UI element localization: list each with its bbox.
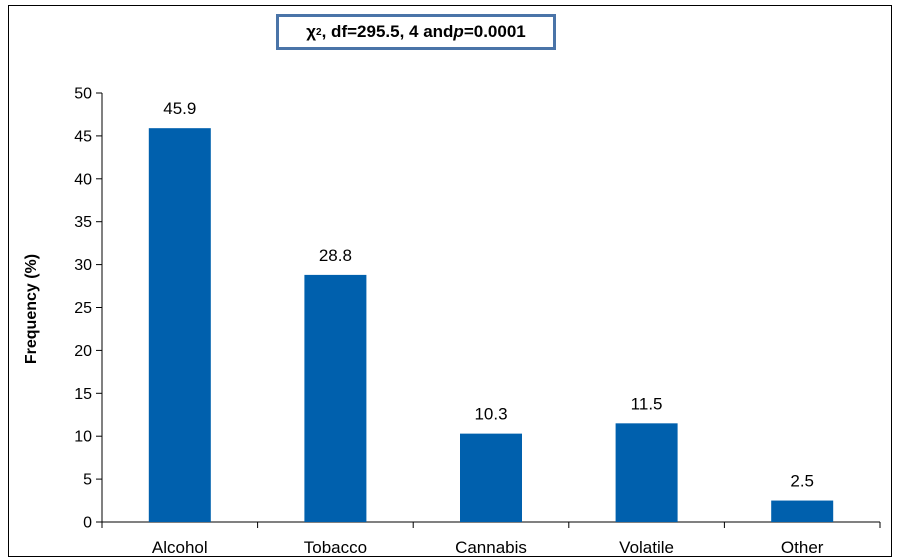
annotation-text-b: =0.0001 bbox=[463, 22, 526, 41]
x-tick-label-other: Other bbox=[781, 538, 824, 557]
data-label-alcohol: 45.9 bbox=[163, 99, 196, 118]
data-label-tobacco: 28.8 bbox=[319, 246, 352, 265]
data-label-other: 2.5 bbox=[790, 472, 814, 491]
x-tick-label-alcohol: Alcohol bbox=[152, 538, 208, 557]
y-tick-label: 5 bbox=[83, 472, 92, 489]
y-tick-label: 45 bbox=[74, 128, 92, 145]
y-tick-label: 40 bbox=[74, 171, 92, 188]
bar-other bbox=[771, 500, 834, 522]
bar-tobacco bbox=[304, 274, 367, 522]
y-tick-label: 15 bbox=[74, 386, 92, 403]
data-label-cannabis: 10.3 bbox=[474, 405, 507, 424]
y-tick-label: 0 bbox=[83, 515, 92, 532]
data-label-volatile: 11.5 bbox=[631, 394, 663, 413]
x-tick-label-cannabis: Cannabis bbox=[455, 538, 527, 557]
y-tick-label: 10 bbox=[74, 429, 92, 446]
y-tick-label: 35 bbox=[74, 214, 92, 231]
annotation-text-a: , df=295.5, 4 and bbox=[321, 22, 454, 41]
y-tick-label: 50 bbox=[74, 86, 92, 103]
bar-cannabis bbox=[460, 433, 522, 522]
x-tick-label-volatile: Volatile bbox=[619, 538, 674, 557]
bar-alcohol bbox=[148, 128, 211, 523]
chi-symbol: χ bbox=[306, 22, 317, 41]
chi-exponent: 2 bbox=[316, 26, 322, 38]
y-tick-label: 30 bbox=[74, 257, 92, 274]
y-tick-label: 25 bbox=[74, 300, 92, 317]
bar-volatile bbox=[615, 423, 678, 522]
x-tick-label-tobacco: Tobacco bbox=[304, 538, 367, 557]
p-letter: p bbox=[453, 22, 464, 41]
y-axis-title: Frequency (%) bbox=[23, 254, 40, 364]
y-tick-label: 20 bbox=[74, 343, 92, 360]
